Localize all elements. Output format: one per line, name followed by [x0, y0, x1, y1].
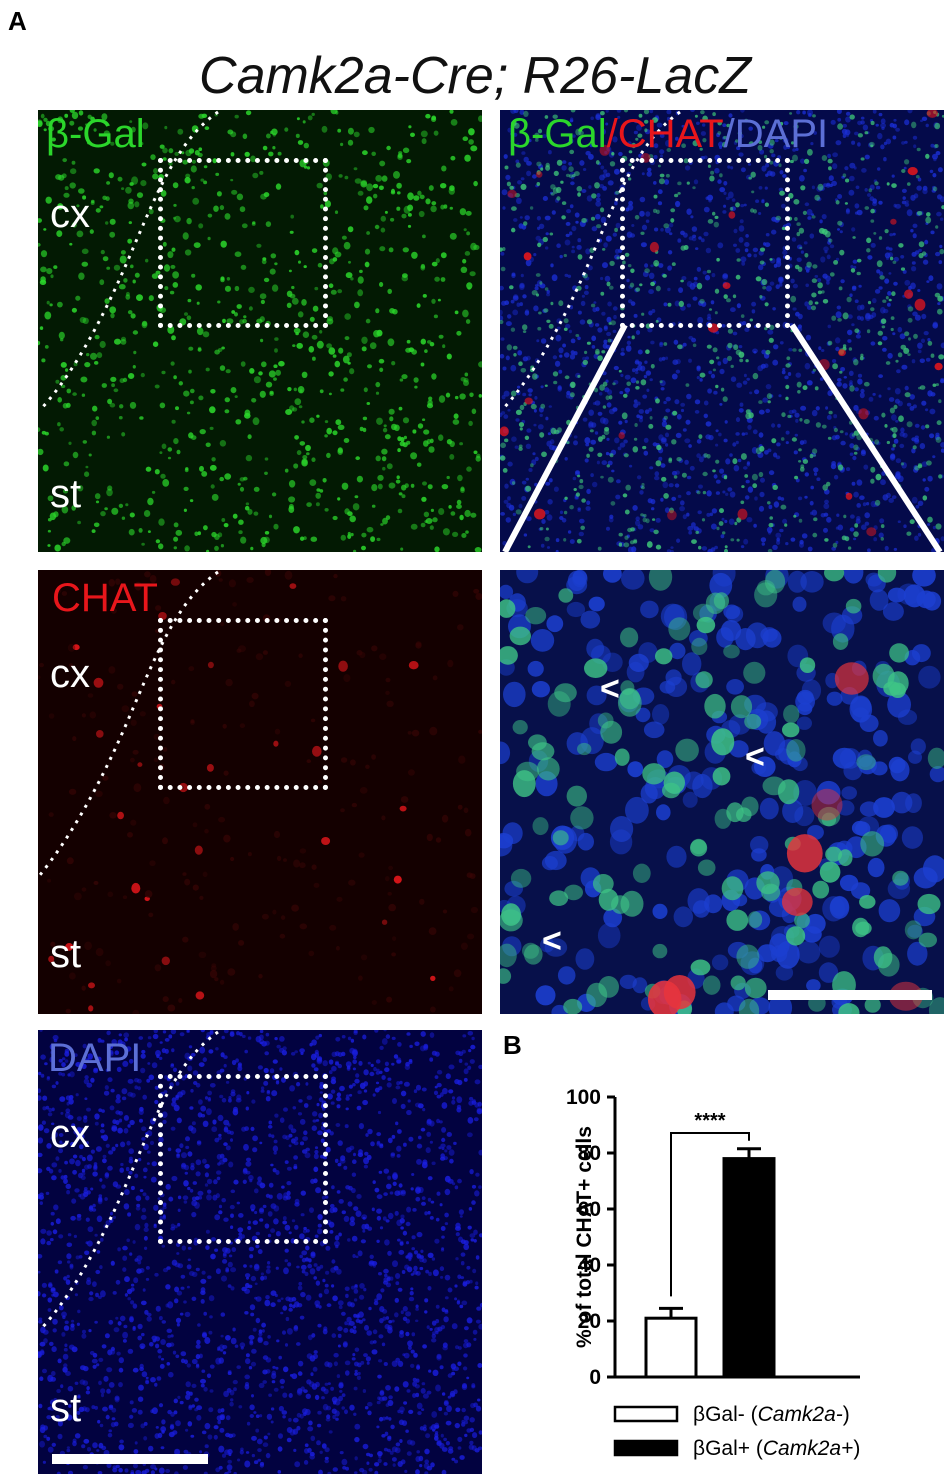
boundary-line — [500, 110, 943, 552]
bar-chart: 0 20 40 60 80 100 % of total CHAT+ cells **** βG… — [566, 1086, 860, 1460]
panel-letter-b: B — [503, 1030, 522, 1060]
figure-title: Camk2a-Cre; R26-LacZ — [199, 47, 751, 105]
y-tick-label: 0 — [589, 1366, 601, 1389]
bgal-label: β-Gal — [46, 112, 145, 156]
bgal-image — [38, 110, 482, 552]
boundary-line — [38, 570, 219, 876]
dapi-panel: DAPI cx st — [38, 1030, 482, 1474]
bar — [644, 1316, 698, 1379]
dapi-image — [38, 1030, 482, 1474]
boundary-line — [38, 110, 219, 412]
y-tick-label: 60 — [578, 1198, 601, 1221]
merge-label-sep: / — [723, 112, 735, 156]
region-cx-label: cx — [50, 652, 90, 696]
y-tick-label: 100 — [566, 1086, 601, 1109]
legend-swatch — [613, 1439, 679, 1457]
merge-label-dapi: DAPI — [734, 112, 829, 156]
zoom-region-box — [620, 158, 790, 328]
y-tick-label: 40 — [578, 1254, 601, 1277]
zoom-panel: < < < — [500, 570, 944, 1014]
zoom-region-box — [158, 618, 328, 790]
dapi-label: DAPI — [48, 1036, 142, 1080]
significance-label: **** — [694, 1110, 725, 1132]
merge-panel: β-Gal/CHAT/DAPI — [500, 110, 944, 552]
bgal-panel: β-Gal cx st — [38, 110, 482, 552]
arrowhead-icon: < — [542, 922, 562, 960]
merge-label-bgal: β-Gal — [508, 112, 607, 156]
region-st-label: st — [50, 932, 82, 976]
scale-bar — [768, 990, 932, 1000]
region-st-label: st — [50, 472, 82, 516]
merge-label-sep: / — [606, 112, 618, 156]
region-st-label: st — [50, 1386, 82, 1430]
panel-letter-a: A — [8, 6, 27, 36]
chat-label: CHAT — [52, 576, 158, 620]
chat-panel: CHAT cx st — [38, 570, 482, 1014]
arrowhead-icon: < — [745, 738, 765, 776]
region-cx-label: cx — [50, 1112, 90, 1156]
significance-bracket — [670, 1132, 750, 1297]
bar — [722, 1157, 776, 1379]
arrowhead-icon: < — [600, 670, 620, 708]
legend-label: βGal- (Camk2a-) — [693, 1403, 850, 1426]
legend-swatch — [613, 1405, 679, 1423]
zoom-image — [500, 570, 944, 1014]
y-tick-label: 20 — [578, 1310, 601, 1333]
merge-label: β-Gal/CHAT/DAPI — [508, 112, 828, 157]
y-tick-label: 80 — [578, 1142, 601, 1165]
y-axis-label: % of total CHAT+ cells — [573, 1126, 596, 1348]
legend-label: βGal+ (Camk2a+) — [693, 1437, 860, 1460]
boundary-line — [38, 1030, 219, 1332]
zoom-region-box — [158, 158, 328, 328]
scale-bar — [52, 1454, 208, 1464]
region-cx-label: cx — [50, 192, 90, 236]
zoom-region-box — [158, 1074, 328, 1244]
merge-label-chat: CHAT — [617, 112, 724, 156]
